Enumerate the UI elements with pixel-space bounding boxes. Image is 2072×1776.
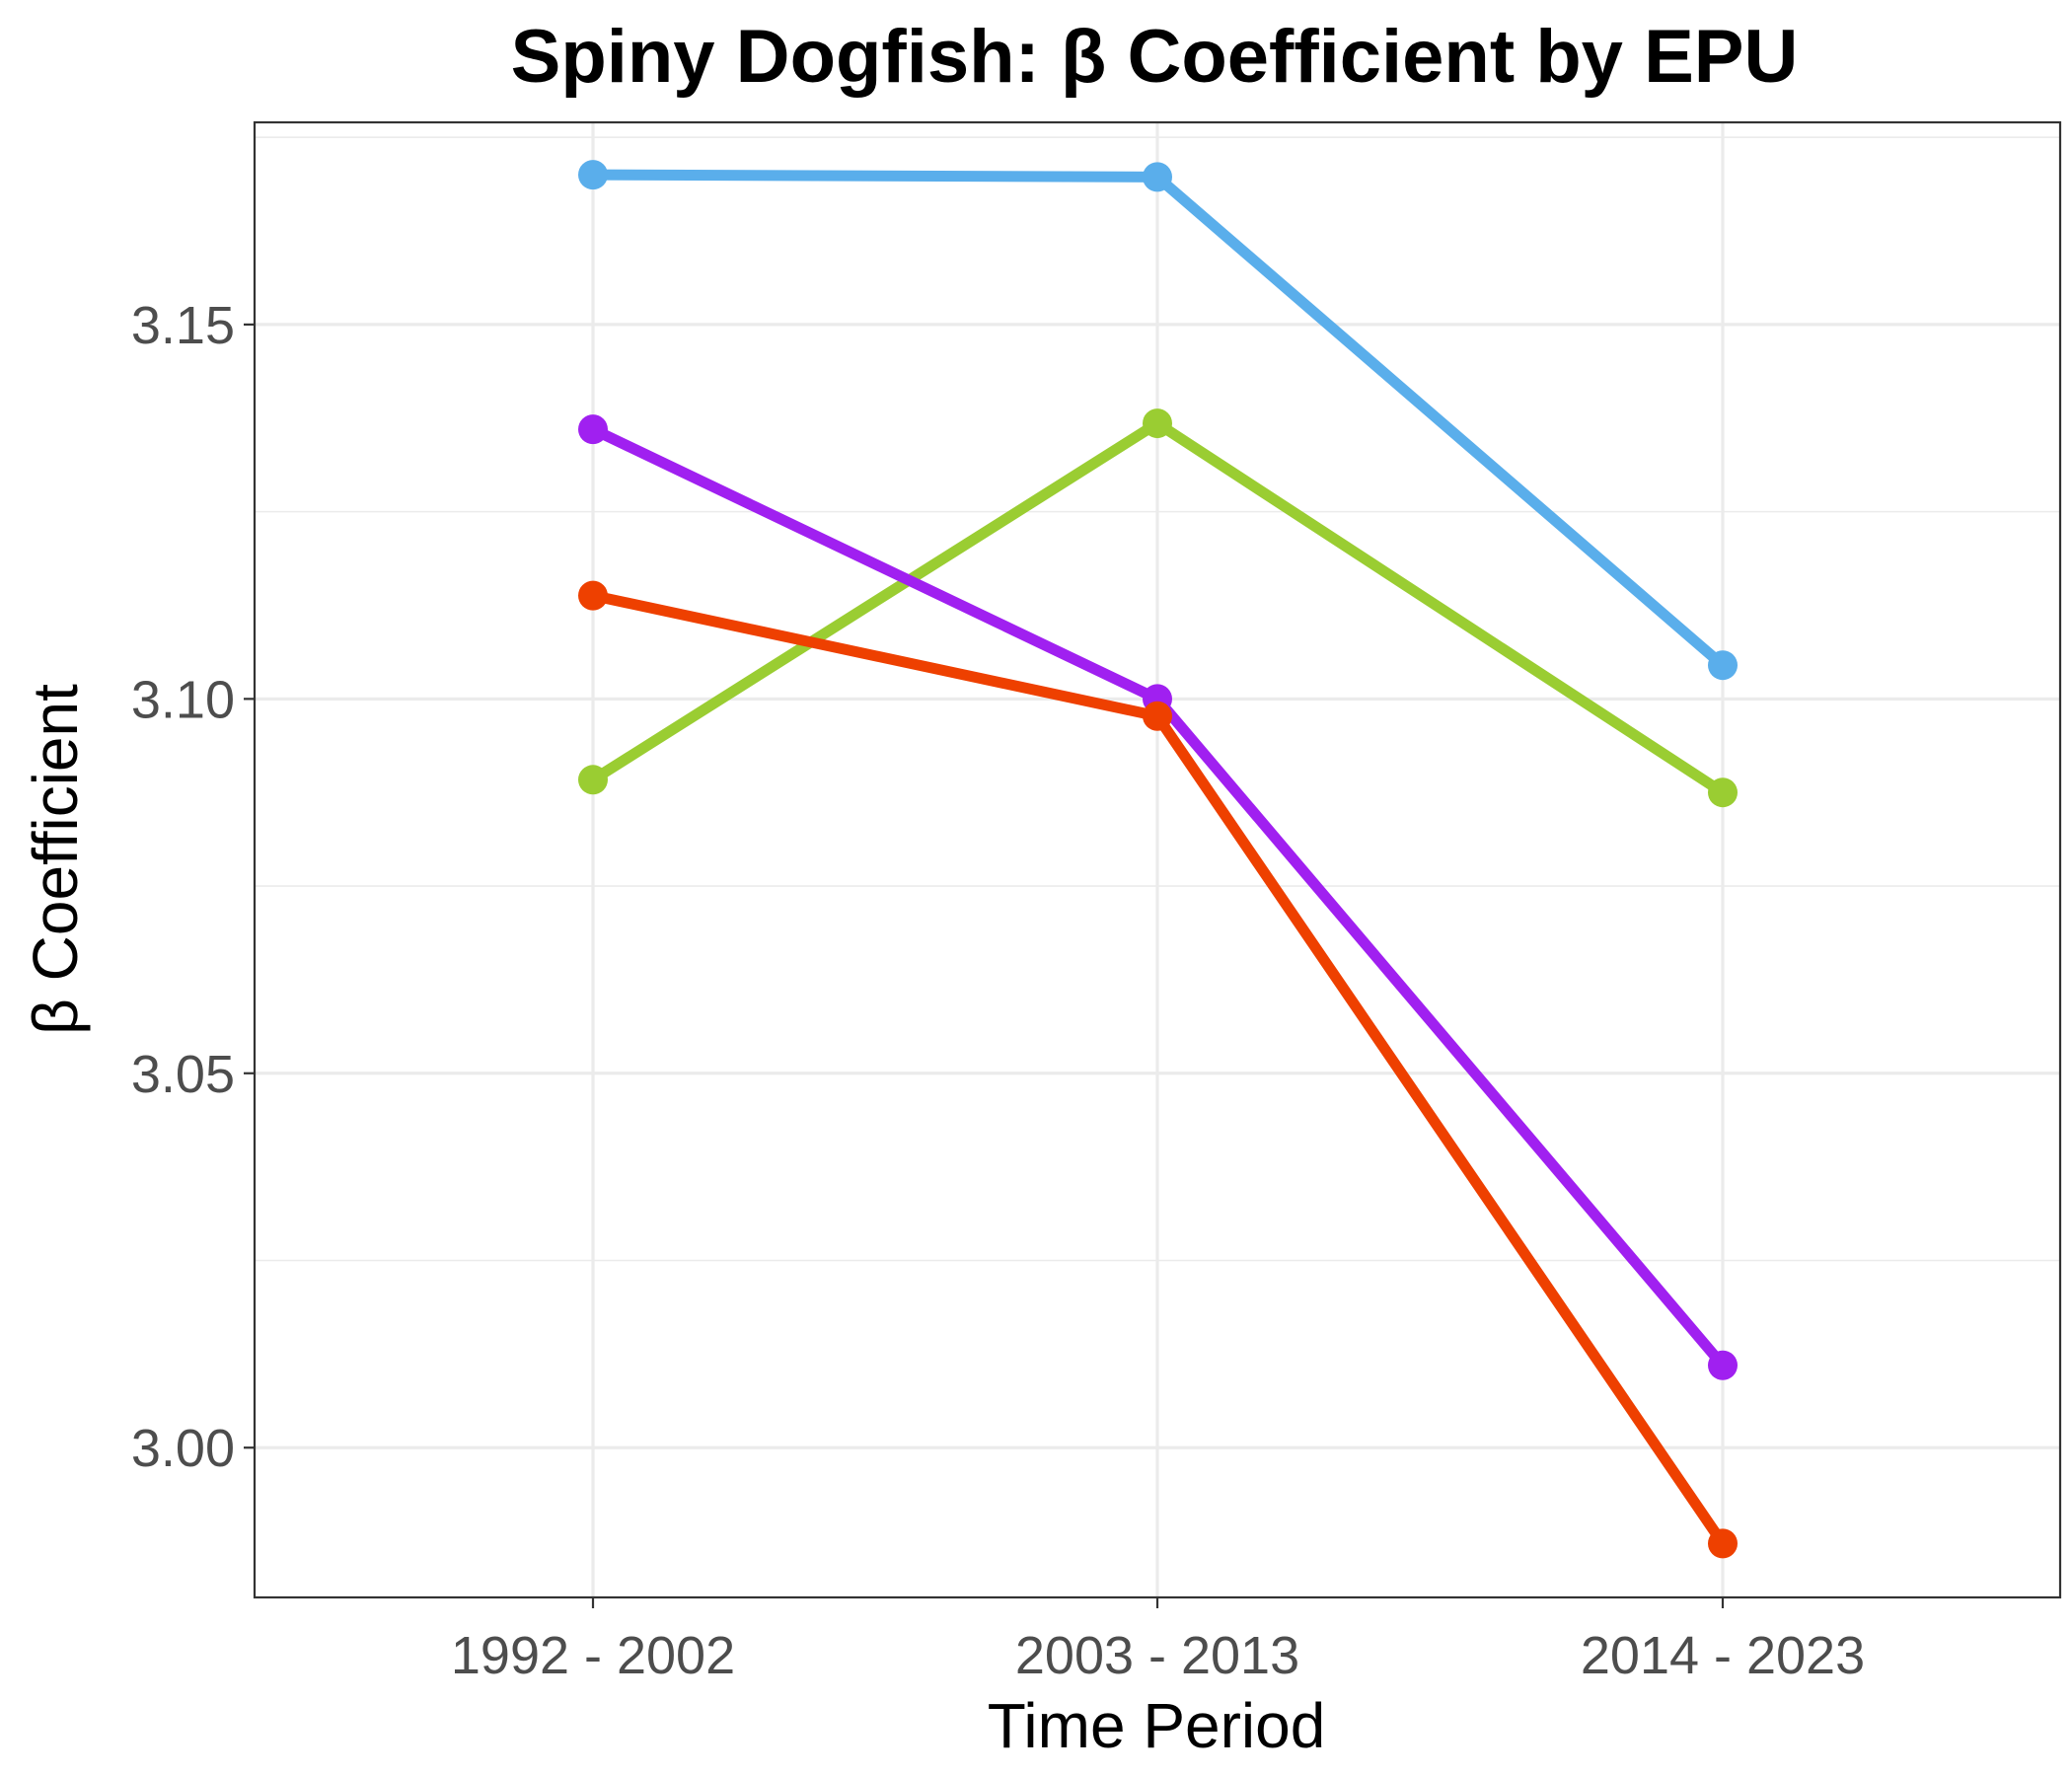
series-1 [578, 160, 1738, 681]
chart-title: Spiny Dogfish: β Coefficient by EPU [511, 15, 1799, 99]
series-layer [578, 160, 1738, 1559]
y-tick-label: 3.15 [131, 296, 235, 355]
series-3 [578, 414, 1738, 1380]
data-point [1708, 777, 1738, 808]
data-point [578, 765, 608, 795]
y-axis-title: β Coefficient [20, 684, 91, 1035]
data-point [1143, 408, 1172, 439]
y-tick-label: 3.10 [131, 670, 235, 729]
data-point [578, 160, 608, 190]
data-point [1143, 701, 1172, 731]
data-point [578, 580, 608, 611]
series-2 [578, 408, 1738, 808]
x-tick-label: 1992 - 2002 [451, 1626, 735, 1685]
data-point [1143, 162, 1172, 192]
x-tick-label: 2014 - 2023 [1581, 1626, 1865, 1685]
grid [255, 122, 2060, 1597]
ticks: 3.00 3.05 3.10 3.15 1992 - 2002 2003 - 2013 20… [131, 296, 1865, 1685]
x-tick-label: 2003 - 2013 [1015, 1626, 1299, 1685]
data-point [578, 414, 608, 445]
data-point [1708, 650, 1738, 681]
y-tick-label: 3.00 [131, 1419, 235, 1478]
data-point [1708, 1528, 1738, 1559]
y-tick-label: 3.05 [131, 1045, 235, 1104]
x-axis-title: Time Period [988, 1690, 1326, 1761]
series-4 [578, 580, 1738, 1559]
data-point [1708, 1350, 1738, 1380]
